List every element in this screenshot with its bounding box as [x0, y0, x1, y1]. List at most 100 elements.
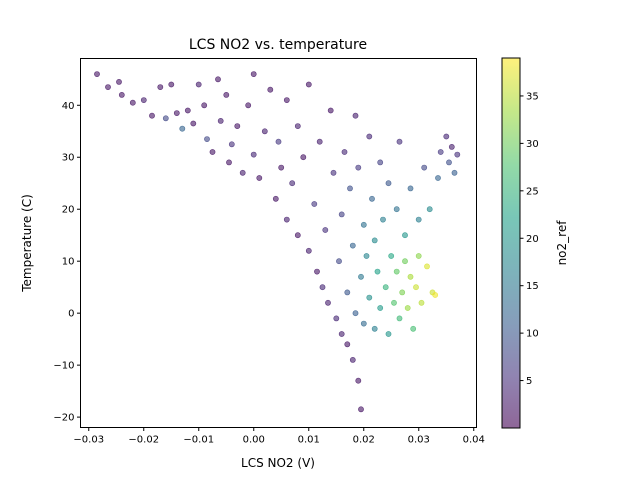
data-point — [385, 180, 392, 187]
y-axis: −20 −10 0 10 20 30 40 — [53, 101, 81, 424]
data-point — [209, 149, 216, 155]
data-point — [451, 169, 458, 176]
colorbar-tick-label: 30 — [526, 139, 539, 150]
data-point — [396, 315, 403, 322]
data-point — [283, 97, 290, 103]
data-point — [179, 125, 186, 132]
data-point — [140, 97, 147, 103]
data-point — [377, 159, 384, 166]
data-point — [358, 406, 364, 413]
data-point — [382, 284, 389, 291]
points-layer — [94, 71, 461, 413]
data-point — [355, 164, 362, 171]
colorbar-tick-label: 15 — [526, 281, 539, 292]
data-point — [314, 268, 320, 275]
x-axis-title: LCS NO2 (V) — [241, 456, 315, 470]
data-point — [402, 258, 408, 265]
data-point — [396, 138, 403, 145]
x-tick-label: −0.01 — [183, 435, 214, 446]
data-point — [305, 247, 312, 254]
data-point — [226, 159, 232, 166]
data-point — [173, 110, 180, 116]
data-point — [129, 99, 136, 106]
data-point — [272, 195, 279, 202]
data-point — [327, 107, 334, 114]
data-point — [437, 149, 444, 155]
y-tick-label: −20 — [53, 413, 74, 424]
y-tick-label: −10 — [53, 361, 74, 372]
x-tick-label: 0.04 — [463, 435, 485, 446]
data-point — [294, 232, 301, 239]
data-point — [256, 175, 263, 181]
data-point — [105, 84, 111, 90]
data-point — [393, 206, 400, 213]
data-point — [366, 294, 373, 301]
data-point — [333, 315, 340, 322]
data-point — [407, 185, 414, 192]
data-point — [402, 232, 408, 239]
data-point — [380, 216, 386, 223]
data-point — [349, 356, 356, 363]
data-point — [391, 299, 397, 306]
plot-area — [80, 58, 477, 428]
x-tick-label: 0.02 — [353, 435, 375, 446]
x-tick-label: 0.01 — [298, 435, 320, 446]
data-point — [424, 263, 430, 270]
data-point — [352, 310, 359, 317]
data-point — [388, 253, 395, 259]
x-axis: −0.03 −0.02 −0.01 0.00 0.01 0.02 0.03 0.04 — [73, 427, 485, 446]
data-point — [435, 175, 441, 181]
data-point — [446, 159, 452, 166]
data-point — [261, 128, 268, 135]
data-point — [157, 84, 164, 90]
colorbar-tick-label: 20 — [526, 234, 539, 245]
data-point — [421, 164, 428, 171]
data-point — [349, 242, 356, 249]
plot-frame — [80, 58, 477, 428]
x-tick-label: −0.02 — [128, 435, 159, 446]
data-point — [410, 325, 417, 332]
data-point — [234, 123, 241, 129]
data-point — [377, 305, 384, 311]
data-point — [239, 169, 246, 176]
data-point — [415, 253, 422, 259]
colorbar-tick-label: 10 — [526, 329, 539, 340]
data-point — [149, 112, 155, 119]
data-point — [316, 138, 323, 145]
data-point — [118, 92, 125, 98]
data-point — [344, 289, 351, 296]
data-point — [250, 71, 257, 77]
data-point — [352, 112, 359, 119]
data-point — [319, 284, 326, 291]
data-point — [344, 341, 351, 348]
data-point — [432, 292, 439, 298]
data-point — [358, 273, 364, 280]
data-point — [385, 331, 392, 337]
data-point — [278, 164, 285, 171]
colorbar: 5 10 15 20 25 30 35 no2_ref — [501, 57, 569, 429]
data-point — [325, 299, 331, 306]
data-point — [300, 154, 307, 161]
data-point — [322, 227, 329, 233]
data-point — [374, 268, 381, 275]
data-point — [393, 268, 400, 275]
data-point — [289, 180, 296, 187]
y-tick-label: 30 — [62, 153, 75, 164]
data-point — [338, 211, 345, 218]
data-point — [415, 216, 422, 223]
data-point — [360, 320, 367, 327]
data-point — [366, 133, 373, 140]
data-point — [454, 151, 461, 158]
x-tick-label: 0.03 — [408, 435, 430, 446]
data-point — [311, 201, 318, 207]
data-point — [204, 136, 210, 142]
y-tick-label: 0 — [68, 309, 74, 320]
x-tick-label: −0.03 — [73, 435, 104, 446]
data-point — [355, 377, 362, 384]
data-point — [404, 305, 411, 311]
data-point — [162, 115, 169, 122]
data-point — [330, 169, 337, 176]
y-tick-label: 10 — [62, 257, 75, 268]
x-tick-label: 0.00 — [243, 435, 265, 446]
